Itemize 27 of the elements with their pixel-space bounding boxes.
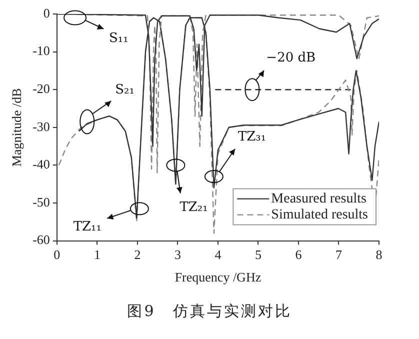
y-tick-label: -40 bbox=[32, 156, 50, 172]
x-tick-label: 3 bbox=[174, 247, 181, 262]
y-tick-label: -50 bbox=[32, 194, 50, 210]
x-tick-label: 0 bbox=[54, 247, 60, 262]
x-tick-label: 7 bbox=[335, 247, 342, 262]
x-tick-label: 4 bbox=[214, 247, 222, 262]
legend-label: Measured results bbox=[271, 191, 366, 206]
legend-label: Simulated results bbox=[271, 207, 368, 222]
text: 图9 仿真与实测对比 bbox=[126, 302, 293, 321]
x-tick-label: 6 bbox=[295, 247, 302, 262]
y-tick-label: -30 bbox=[32, 118, 50, 134]
annotation: TZ₃₁ bbox=[238, 130, 266, 145]
annotation: −20 dB bbox=[266, 50, 316, 66]
y-tick-label: -60 bbox=[32, 232, 50, 248]
x-tick-label: 5 bbox=[254, 247, 262, 262]
annotation: S₂₁ bbox=[115, 82, 134, 98]
x-tick-label: 1 bbox=[94, 247, 100, 262]
annotation: TZ₂₁ bbox=[180, 200, 208, 216]
annotation: S₁₁ bbox=[109, 30, 128, 46]
y-tick-label: -20 bbox=[32, 81, 50, 96]
annotation: TZ₁₁ bbox=[73, 220, 102, 235]
y-tick-label: 0 bbox=[43, 5, 50, 20]
y-axis-title: Magnitude /dB bbox=[9, 88, 24, 167]
x-tick-label: 8 bbox=[376, 247, 382, 262]
y-tick-label: -10 bbox=[32, 43, 50, 58]
x-axis-title: Frequency /GHz bbox=[174, 270, 262, 285]
x-tick-label: 2 bbox=[134, 247, 141, 262]
